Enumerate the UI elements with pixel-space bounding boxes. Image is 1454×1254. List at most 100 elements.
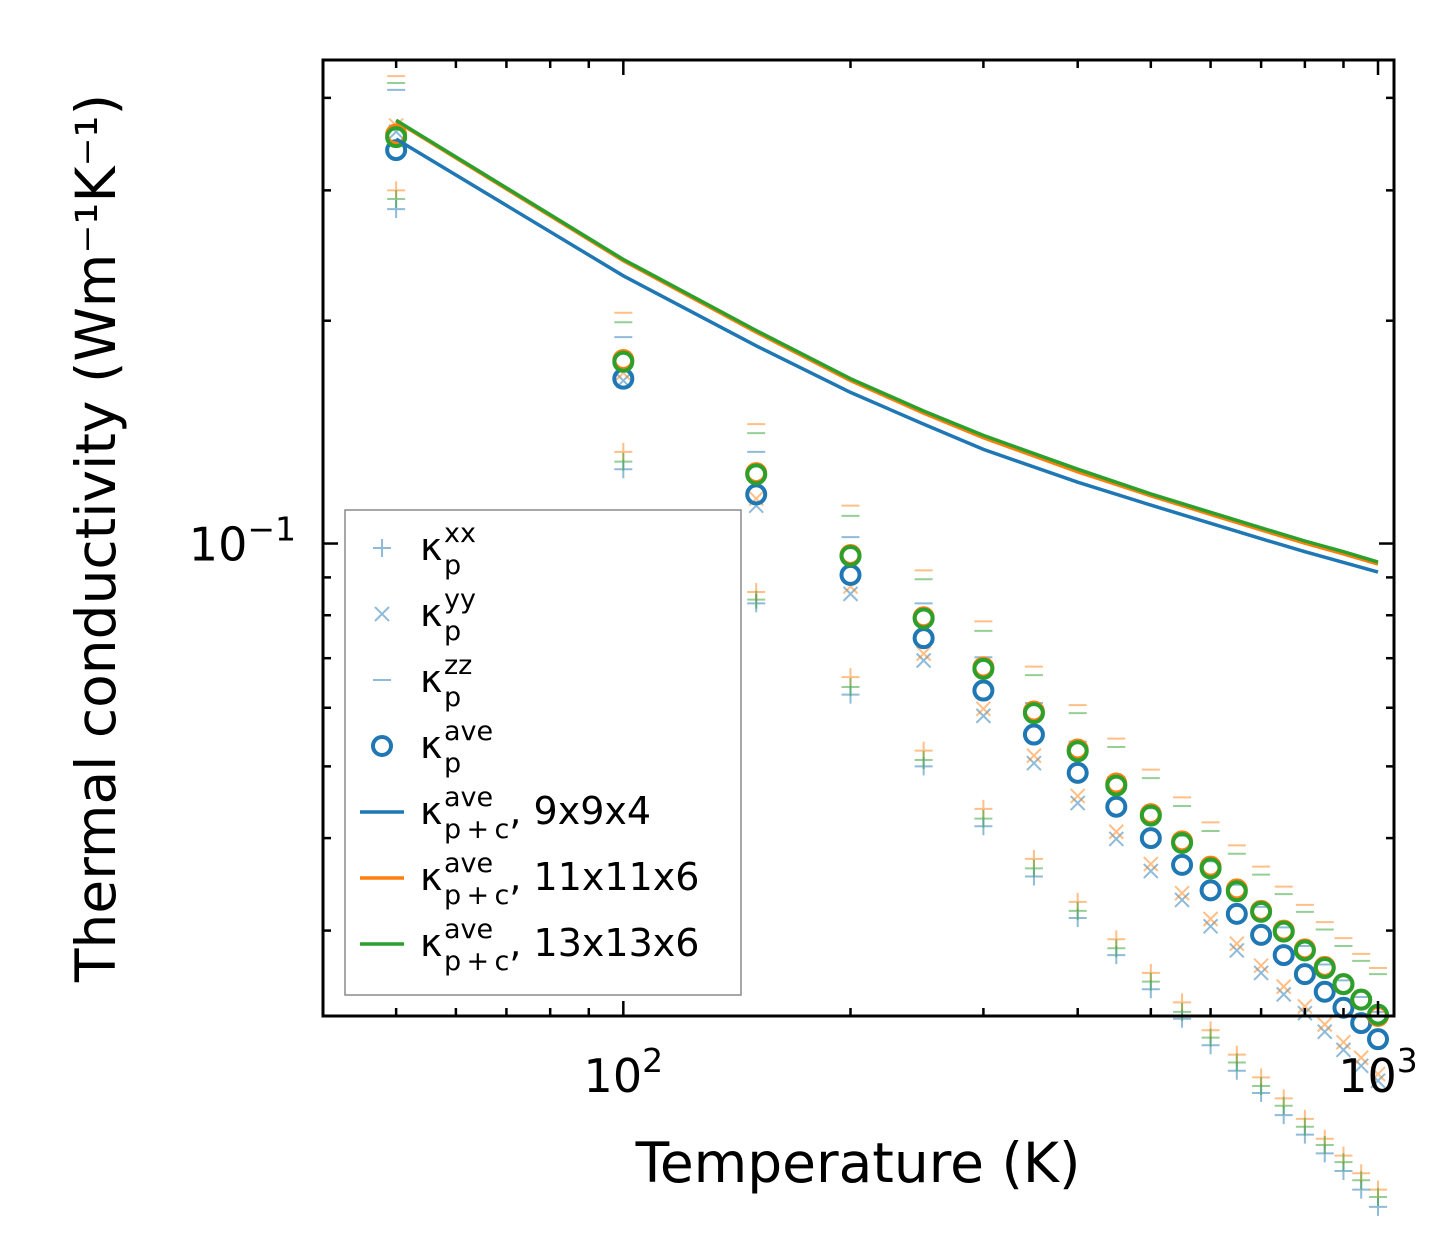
point-kappa_p_ave_13x13x6-300-glyph	[972, 657, 995, 680]
series-kappa_pc_ave_11x11x6	[395, 119, 1379, 566]
point-kappa_p_ave_13x13x6-50-glyph	[385, 126, 408, 149]
point-kappa_p_yy-900	[1335, 1042, 1352, 1058]
point-kappa_p_ave_13x13x6-500	[1139, 804, 1162, 827]
point-kappa_p_yy_11-750-glyph	[1276, 978, 1292, 995]
point-kappa_p_xx_13-600-glyph	[1201, 1028, 1220, 1047]
legend-label: κxx p	[420, 518, 476, 581]
point-kappa_p_ave_13x13x6-450	[1105, 774, 1128, 797]
point-kappa_p_xx_13-950	[1352, 1171, 1371, 1190]
point-kappa_p_ave_9x9x4-600-glyph	[1199, 879, 1222, 902]
point-kappa_p_ave_9x9x4-500-glyph	[1139, 827, 1162, 850]
point-kappa_p_ave_13x13x6-100	[612, 350, 635, 373]
point-kappa_p_ave_9x9x4-450-glyph	[1105, 795, 1128, 818]
point-kappa_p_yy_11-800	[1297, 998, 1313, 1015]
point-kappa_p_ave_13x13x6-200-glyph	[839, 544, 862, 567]
point-kappa_p_yy_11-350	[1026, 747, 1042, 764]
point-kappa_p_xx_13-450-glyph	[1107, 939, 1126, 958]
series-kappa_p_ave_13x13x6	[385, 126, 1390, 1026]
point-kappa_p_ave_9x9x4-50-glyph	[385, 139, 408, 162]
point-kappa_p_yy-550-glyph	[1174, 892, 1190, 908]
point-kappa_p_ave_13x13x6-450-glyph	[1105, 774, 1128, 797]
line-kappa_pc_ave_9x9x4	[395, 137, 1379, 574]
point-kappa_p_ave_13x13x6-350	[1022, 702, 1045, 725]
point-kappa_p_xx_13-950-glyph	[1352, 1171, 1371, 1190]
point-kappa_p_xx_13-400	[1068, 901, 1087, 920]
point-kappa_p_xx_13-650	[1227, 1053, 1246, 1072]
point-kappa_p_yy-350	[1026, 755, 1042, 771]
point-kappa_p_yy_11-750	[1276, 978, 1292, 995]
point-kappa_p_ave_9x9x4-50	[385, 139, 408, 162]
point-kappa_p_ave_9x9x4-350-glyph	[1022, 723, 1045, 746]
point-kappa_p_xx_13-550-glyph	[1173, 1002, 1192, 1021]
legend-marker-swatch-glyph	[373, 539, 391, 557]
point-kappa_p_yy-600	[1202, 918, 1219, 935]
point-kappa_p_ave_13x13x6-950-glyph	[1350, 988, 1373, 1011]
point-kappa_p_xx_13-900-glyph	[1334, 1153, 1353, 1172]
legend-label: κave p	[420, 716, 493, 779]
series-kappa_p_zz_11	[387, 75, 1388, 970]
point-kappa_p_xx_13-750	[1274, 1096, 1293, 1115]
point-kappa_p_ave_9x9x4-400	[1066, 761, 1089, 784]
point-kappa_p_yy-250	[915, 652, 932, 669]
point-kappa_p_ave_9x9x4-300-glyph	[972, 679, 995, 702]
point-kappa_p_ave_9x9x4-550	[1171, 853, 1194, 876]
point-kappa_p_yy-400	[1069, 795, 1086, 811]
point-kappa_p_yy_11-900	[1335, 1034, 1352, 1050]
point-kappa_p_xx_13-300-glyph	[974, 809, 993, 828]
point-kappa_p_yy_11-250	[915, 645, 932, 662]
legend-marker-swatch	[371, 735, 393, 757]
point-kappa_p_ave_13x13x6-600	[1199, 857, 1222, 880]
point-kappa_p_ave_9x9x4-150	[745, 483, 768, 506]
point-kappa_p_ave_13x13x6-150-glyph	[745, 463, 768, 486]
point-kappa_p_xx_13-250-glyph	[914, 750, 933, 769]
point-kappa_p_xx_13-50-glyph	[387, 190, 406, 209]
point-kappa_p_xx_13-350-glyph	[1024, 859, 1043, 878]
point-kappa_p_ave_13x13x6-400-glyph	[1066, 740, 1089, 763]
legend-marker-swatch	[373, 539, 391, 557]
point-kappa_p_ave_13x13x6-250-glyph	[912, 607, 935, 630]
series-kappa_pc_ave_13x13x6	[395, 118, 1379, 564]
legend-label: κyy p	[420, 584, 476, 647]
point-kappa_p_ave_13x13x6-950	[1350, 988, 1373, 1011]
legend-entry-5: κave p + c, 11x11x6	[360, 848, 699, 911]
point-kappa_p_yy_11-550	[1174, 885, 1190, 901]
legend-marker-swatch-glyph	[371, 735, 393, 757]
point-kappa_p_xx_13-150-glyph	[747, 590, 766, 609]
point-kappa_p_xx_13-850-glyph	[1315, 1135, 1334, 1154]
point-kappa_p_ave_13x13x6-650-glyph	[1225, 880, 1248, 903]
point-kappa_p_ave_13x13x6-900	[1332, 973, 1355, 996]
point-kappa_p_yy_11-1000-glyph	[1370, 1066, 1386, 1082]
plot-marks	[385, 75, 1390, 1216]
point-kappa_p_yy_11-1000	[1370, 1066, 1386, 1082]
axis-ticks	[323, 60, 1394, 1016]
point-kappa_p_ave_13x13x6-850	[1313, 957, 1336, 980]
point-kappa_p_yy-1000-glyph	[1370, 1073, 1386, 1089]
point-kappa_p_yy_11-700-glyph	[1253, 957, 1269, 974]
point-kappa_p_yy-500-glyph	[1143, 863, 1159, 879]
point-kappa_p_yy-650-glyph	[1229, 942, 1245, 959]
point-kappa_p_yy-350-glyph	[1026, 755, 1042, 771]
legend-entry-2: κzz p	[373, 650, 472, 713]
point-kappa_p_yy-700-glyph	[1253, 965, 1269, 981]
point-kappa_p_yy-600-glyph	[1202, 918, 1219, 935]
point-kappa_p_ave_9x9x4-800	[1293, 963, 1316, 986]
point-kappa_p_ave_9x9x4-350	[1022, 723, 1045, 746]
point-kappa_p_ave_9x9x4-200	[839, 563, 862, 586]
point-kappa_p_ave_9x9x4-250	[912, 627, 935, 650]
point-kappa_p_yy_11-800-glyph	[1297, 998, 1313, 1015]
point-kappa_p_ave_13x13x6-700-glyph	[1250, 900, 1273, 923]
point-kappa_p_ave_13x13x6-550-glyph	[1171, 831, 1194, 854]
point-kappa_p_yy-300	[975, 708, 992, 724]
point-kappa_p_yy_11-400-glyph	[1069, 788, 1086, 804]
point-kappa_p_yy_11-700	[1253, 957, 1269, 974]
point-kappa_p_xx_13-300	[974, 809, 993, 828]
point-kappa_p_yy_11-350-glyph	[1026, 747, 1042, 764]
point-kappa_p_ave_9x9x4-500	[1139, 827, 1162, 850]
point-kappa_p_xx_13-400-glyph	[1068, 901, 1087, 920]
point-kappa_p_yy_11-500	[1143, 856, 1159, 872]
legend-label: κave p + c, 9x9x4	[420, 782, 651, 845]
point-kappa_p_yy_11-450-glyph	[1108, 824, 1124, 840]
point-kappa_p_xx_13-50	[387, 190, 406, 209]
